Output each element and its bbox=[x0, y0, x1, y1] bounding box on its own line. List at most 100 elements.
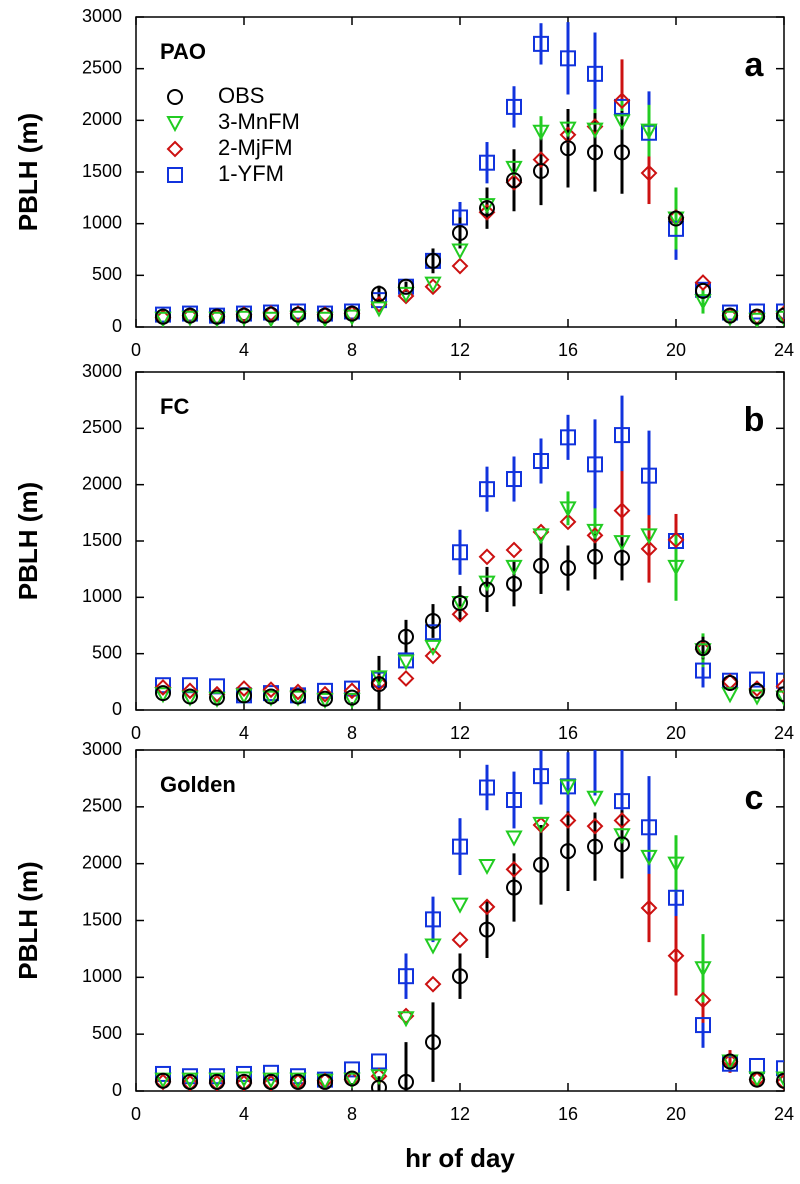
marker bbox=[640, 123, 658, 140]
marker bbox=[424, 639, 442, 657]
marker bbox=[587, 838, 603, 855]
x-tick-label: 16 bbox=[558, 340, 578, 360]
marker bbox=[479, 921, 495, 938]
marker bbox=[236, 1073, 252, 1090]
y-tick-label: 500 bbox=[92, 264, 122, 284]
marker bbox=[776, 1060, 784, 1077]
marker bbox=[316, 311, 334, 327]
marker bbox=[748, 312, 766, 327]
marker bbox=[614, 144, 630, 161]
marker bbox=[181, 682, 199, 700]
marker bbox=[667, 947, 685, 965]
marker bbox=[776, 672, 784, 689]
marker bbox=[721, 310, 739, 327]
marker bbox=[586, 526, 604, 544]
marker bbox=[775, 690, 784, 707]
marker bbox=[208, 691, 226, 708]
marker bbox=[695, 1017, 711, 1034]
marker bbox=[451, 897, 469, 914]
marker bbox=[181, 310, 199, 327]
marker bbox=[425, 252, 441, 269]
y-tick-label: 2000 bbox=[82, 473, 122, 493]
marker bbox=[209, 308, 225, 325]
x-tick-label: 12 bbox=[450, 723, 470, 743]
marker bbox=[344, 1070, 360, 1087]
marker bbox=[209, 689, 225, 706]
y-tick-label: 500 bbox=[92, 642, 122, 662]
marker bbox=[371, 671, 387, 688]
marker bbox=[343, 1072, 361, 1089]
marker bbox=[181, 690, 199, 707]
marker bbox=[640, 164, 658, 182]
y-tick-label: 0 bbox=[112, 1080, 122, 1100]
marker bbox=[209, 1068, 225, 1085]
y-tick-label: 2000 bbox=[82, 109, 122, 129]
marker bbox=[560, 140, 576, 157]
marker bbox=[344, 689, 360, 706]
marker bbox=[425, 612, 441, 629]
marker bbox=[154, 687, 172, 704]
y-axis-label: PBLH (m) bbox=[13, 482, 43, 600]
marker bbox=[559, 513, 577, 531]
marker bbox=[694, 961, 712, 978]
panel-label: b bbox=[744, 401, 765, 439]
marker bbox=[506, 792, 522, 809]
x-tick-label: 20 bbox=[666, 723, 686, 743]
marker bbox=[533, 768, 549, 785]
marker bbox=[344, 305, 360, 322]
x-tick-label: 0 bbox=[131, 340, 141, 360]
marker bbox=[586, 523, 604, 540]
x-tick-label: 8 bbox=[347, 723, 357, 743]
marker bbox=[775, 1071, 784, 1088]
y-tick-label: 2500 bbox=[82, 417, 122, 437]
marker bbox=[155, 677, 171, 694]
marker bbox=[208, 1072, 226, 1089]
marker bbox=[182, 1073, 198, 1090]
marker bbox=[452, 594, 468, 611]
marker bbox=[721, 687, 739, 704]
marker bbox=[586, 817, 604, 835]
legend-marker bbox=[167, 89, 183, 105]
marker bbox=[505, 860, 523, 878]
marker bbox=[371, 676, 387, 693]
marker bbox=[263, 1073, 279, 1090]
x-tick-label: 8 bbox=[347, 340, 357, 360]
marker bbox=[559, 501, 577, 518]
marker bbox=[506, 172, 522, 189]
marker bbox=[236, 307, 252, 324]
marker bbox=[479, 779, 495, 796]
marker bbox=[316, 685, 334, 703]
marker bbox=[262, 1074, 280, 1091]
marker bbox=[559, 812, 577, 829]
marker bbox=[263, 688, 279, 705]
marker bbox=[208, 311, 226, 327]
marker bbox=[506, 98, 522, 115]
marker bbox=[154, 311, 172, 327]
legend-label: 2-MjFM bbox=[218, 135, 293, 160]
x-tick-label: 8 bbox=[347, 1104, 357, 1124]
marker bbox=[695, 662, 711, 679]
x-tick-label: 12 bbox=[450, 340, 470, 360]
y-tick-label: 2000 bbox=[82, 852, 122, 872]
plot-frame bbox=[135, 749, 785, 1092]
marker bbox=[397, 654, 415, 671]
marker bbox=[533, 162, 549, 179]
marker bbox=[749, 1071, 765, 1088]
marker bbox=[479, 200, 495, 217]
marker bbox=[587, 548, 603, 565]
y-tick-label: 1500 bbox=[82, 909, 122, 929]
marker bbox=[613, 535, 631, 552]
y-tick-label: 0 bbox=[112, 316, 122, 336]
marker bbox=[317, 307, 333, 324]
marker bbox=[424, 975, 442, 993]
marker bbox=[587, 65, 603, 82]
marker bbox=[370, 674, 388, 692]
marker bbox=[209, 1073, 225, 1090]
panel-title: FC bbox=[160, 394, 189, 419]
panel-label: c bbox=[745, 779, 764, 817]
marker bbox=[613, 92, 631, 110]
legend-label: 3-MnFM bbox=[218, 109, 300, 134]
marker bbox=[505, 160, 523, 177]
marker bbox=[343, 692, 361, 709]
marker bbox=[451, 257, 469, 275]
